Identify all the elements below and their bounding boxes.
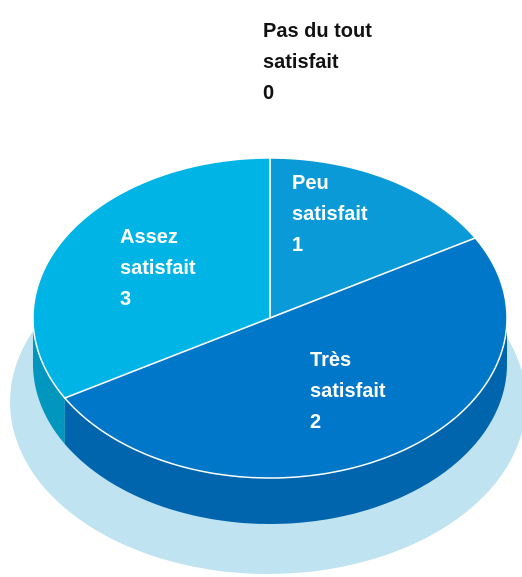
value-label: 1	[292, 234, 304, 256]
value-label: 3	[120, 288, 132, 310]
category-label: Pas du tout satisfait	[263, 20, 372, 73]
slice-label: Très satisfait 2	[310, 345, 410, 438]
pie-slice	[32, 157, 271, 399]
pie-side	[33, 318, 65, 444]
pie-slice	[63, 237, 508, 479]
category-label: Assez satisfait	[120, 226, 196, 279]
slice-label: Pas du tout satisfait 0	[263, 16, 413, 109]
value-label: 0	[263, 82, 275, 104]
pie-side	[64, 318, 507, 524]
slice-label: Peu satisfait 1	[292, 168, 382, 261]
category-label: Peu satisfait	[292, 172, 368, 225]
pie-slice	[269, 157, 477, 320]
category-label: Très satisfait	[310, 349, 386, 402]
slice-label: Assez satisfait 3	[120, 222, 220, 315]
value-label: 2	[310, 411, 322, 433]
